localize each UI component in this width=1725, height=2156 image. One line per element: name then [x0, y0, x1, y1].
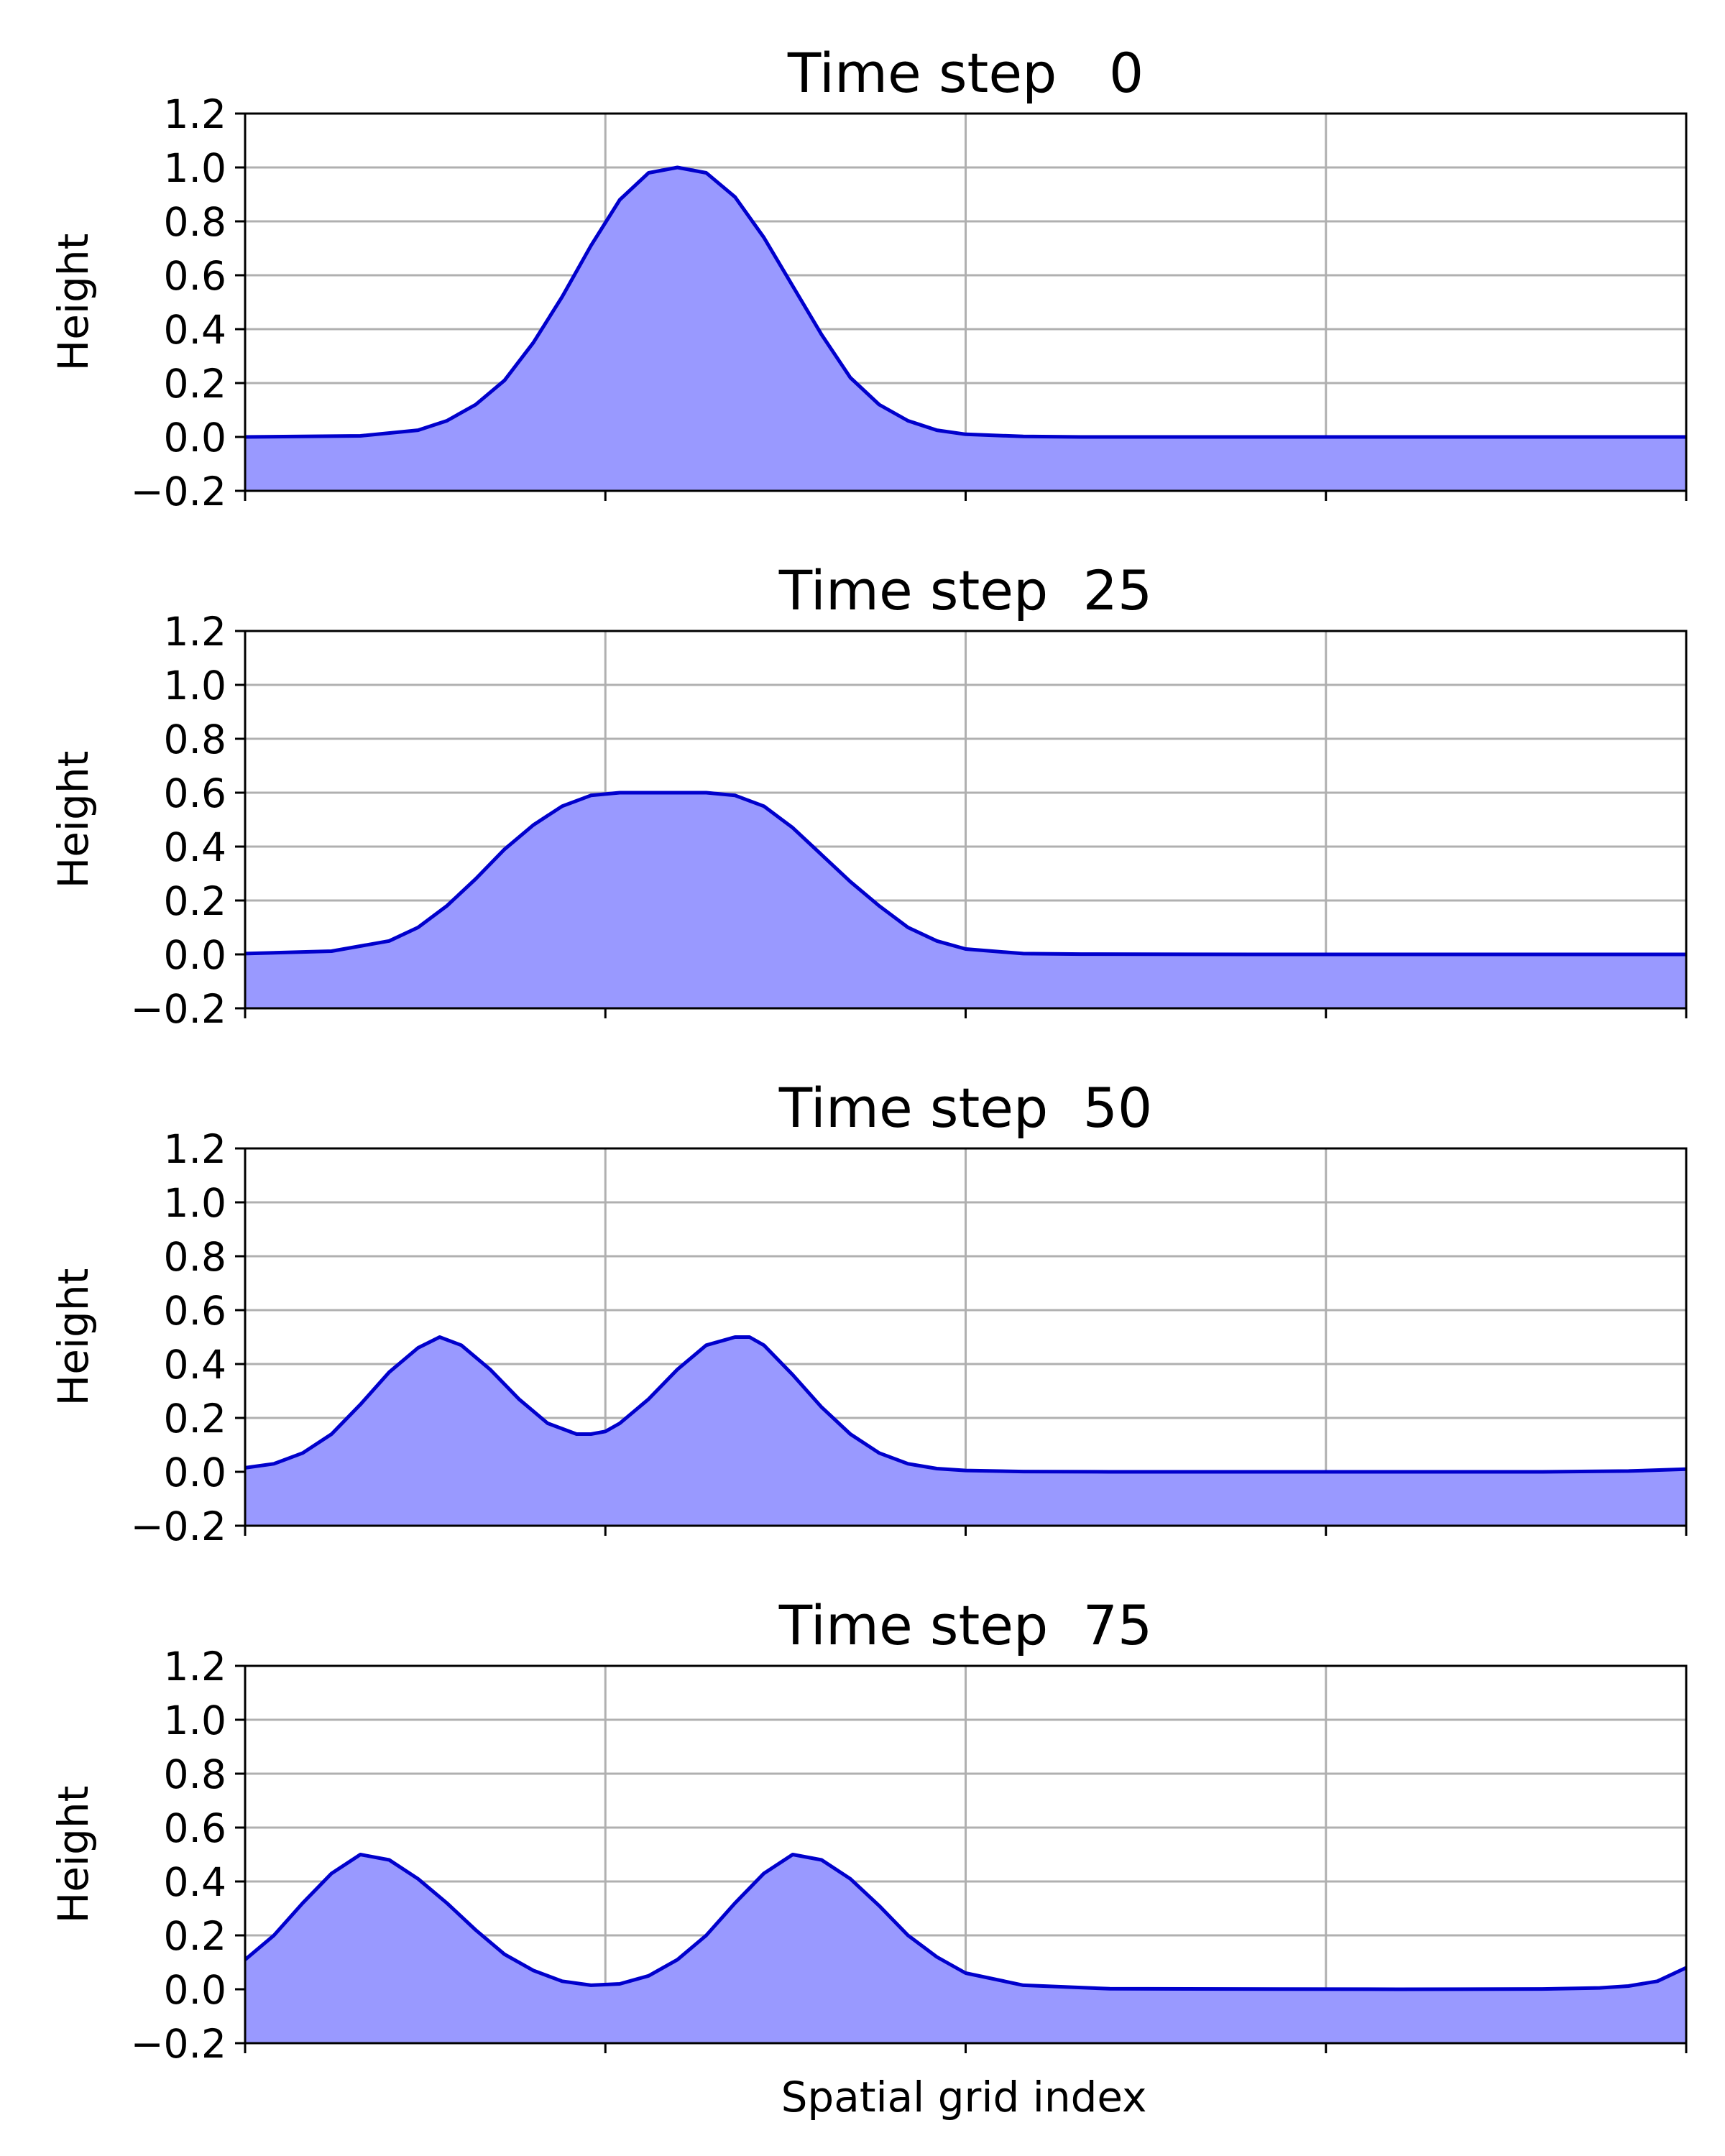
- y-tick-label: 0.6: [164, 1288, 226, 1334]
- y-tick-label: 1.2: [164, 1644, 226, 1690]
- y-tick-label: 0.2: [164, 361, 226, 407]
- y-tick-label: 1.2: [164, 609, 226, 655]
- height-line: [244, 791, 1686, 957]
- subplot-title: Time step 0: [787, 41, 1144, 105]
- subplot-2: 1.2 1.0 0.8 0.6 0.4 0.2 0.0 −0.2 Time step 25 Hei…: [49, 558, 1688, 1032]
- height-line: [244, 1335, 1687, 1474]
- y-tick-label: 0.0: [164, 1967, 226, 2013]
- subplot-3: 1.2 1.0 0.8 0.6 0.4 0.2 0.0 −0.2 Time step 50 Hei…: [49, 1076, 1688, 1549]
- height-line: [244, 165, 1686, 439]
- y-tick-label: −0.2: [130, 1503, 226, 1549]
- y-tick-label: 0.2: [164, 1396, 226, 1442]
- y-tick-label: 0.6: [164, 770, 226, 816]
- subplot-4: 1.2 1.0 0.8 0.6 0.4 0.2 0.0 −0.2 Time step 75 Hei…: [49, 1593, 1688, 2067]
- y-tick-label: 0.0: [164, 1450, 226, 1496]
- x-axis-label: Spatial grid index: [781, 2073, 1147, 2122]
- y-axis-label: Height: [49, 1786, 98, 1924]
- y-axis-label: Height: [49, 1268, 98, 1406]
- y-tick-label: 0.4: [164, 1342, 226, 1388]
- subplot-title: Time step 75: [778, 1593, 1153, 1657]
- y-tick-label: 0.2: [164, 1913, 226, 1959]
- y-tick-label: 1.2: [164, 1126, 226, 1172]
- y-tick-label: 0.4: [164, 1859, 226, 1905]
- y-axis-label: Height: [49, 234, 98, 372]
- subplot-1: 1.2 1.0 0.8 0.6 0.4 0.2 0.0 −0.2 Time step 0 Heig…: [49, 41, 1688, 515]
- y-tick-label: 0.6: [164, 253, 226, 299]
- subplot-title: Time step 25: [778, 558, 1153, 622]
- y-tick-label: 0.0: [164, 932, 226, 978]
- y-tick-label: 0.8: [164, 717, 226, 763]
- y-tick-label: 1.0: [164, 663, 226, 709]
- y-tick-label: 0.0: [164, 415, 226, 461]
- height-area: [245, 1854, 1686, 2043]
- y-tick-label: −0.2: [130, 2021, 226, 2067]
- subplot-title: Time step 50: [778, 1076, 1153, 1140]
- height-line: [244, 1853, 1688, 1991]
- subplots: 1.2 1.0 0.8 0.6 0.4 0.2 0.0 −0.2 Time step 0 Heig…: [49, 41, 1688, 2067]
- y-tick-label: 1.0: [164, 145, 226, 191]
- height-area: [245, 167, 1686, 491]
- y-tick-label: 0.6: [164, 1805, 226, 1851]
- y-tick-label: −0.2: [130, 986, 226, 1032]
- y-tick-label: 0.8: [164, 1234, 226, 1280]
- y-tick-label: 0.4: [164, 824, 226, 870]
- y-tick-label: 0.8: [164, 199, 226, 245]
- y-tick-label: 1.2: [164, 91, 226, 137]
- y-tick-label: 1.0: [164, 1180, 226, 1226]
- y-tick-label: 0.8: [164, 1751, 226, 1797]
- y-tick-label: −0.2: [130, 469, 226, 515]
- y-tick-label: 1.0: [164, 1697, 226, 1743]
- y-axis-label: Height: [49, 751, 98, 889]
- y-tick-label: 0.2: [164, 878, 226, 924]
- height-area: [245, 1337, 1686, 1526]
- y-tick-label: 0.4: [164, 307, 226, 353]
